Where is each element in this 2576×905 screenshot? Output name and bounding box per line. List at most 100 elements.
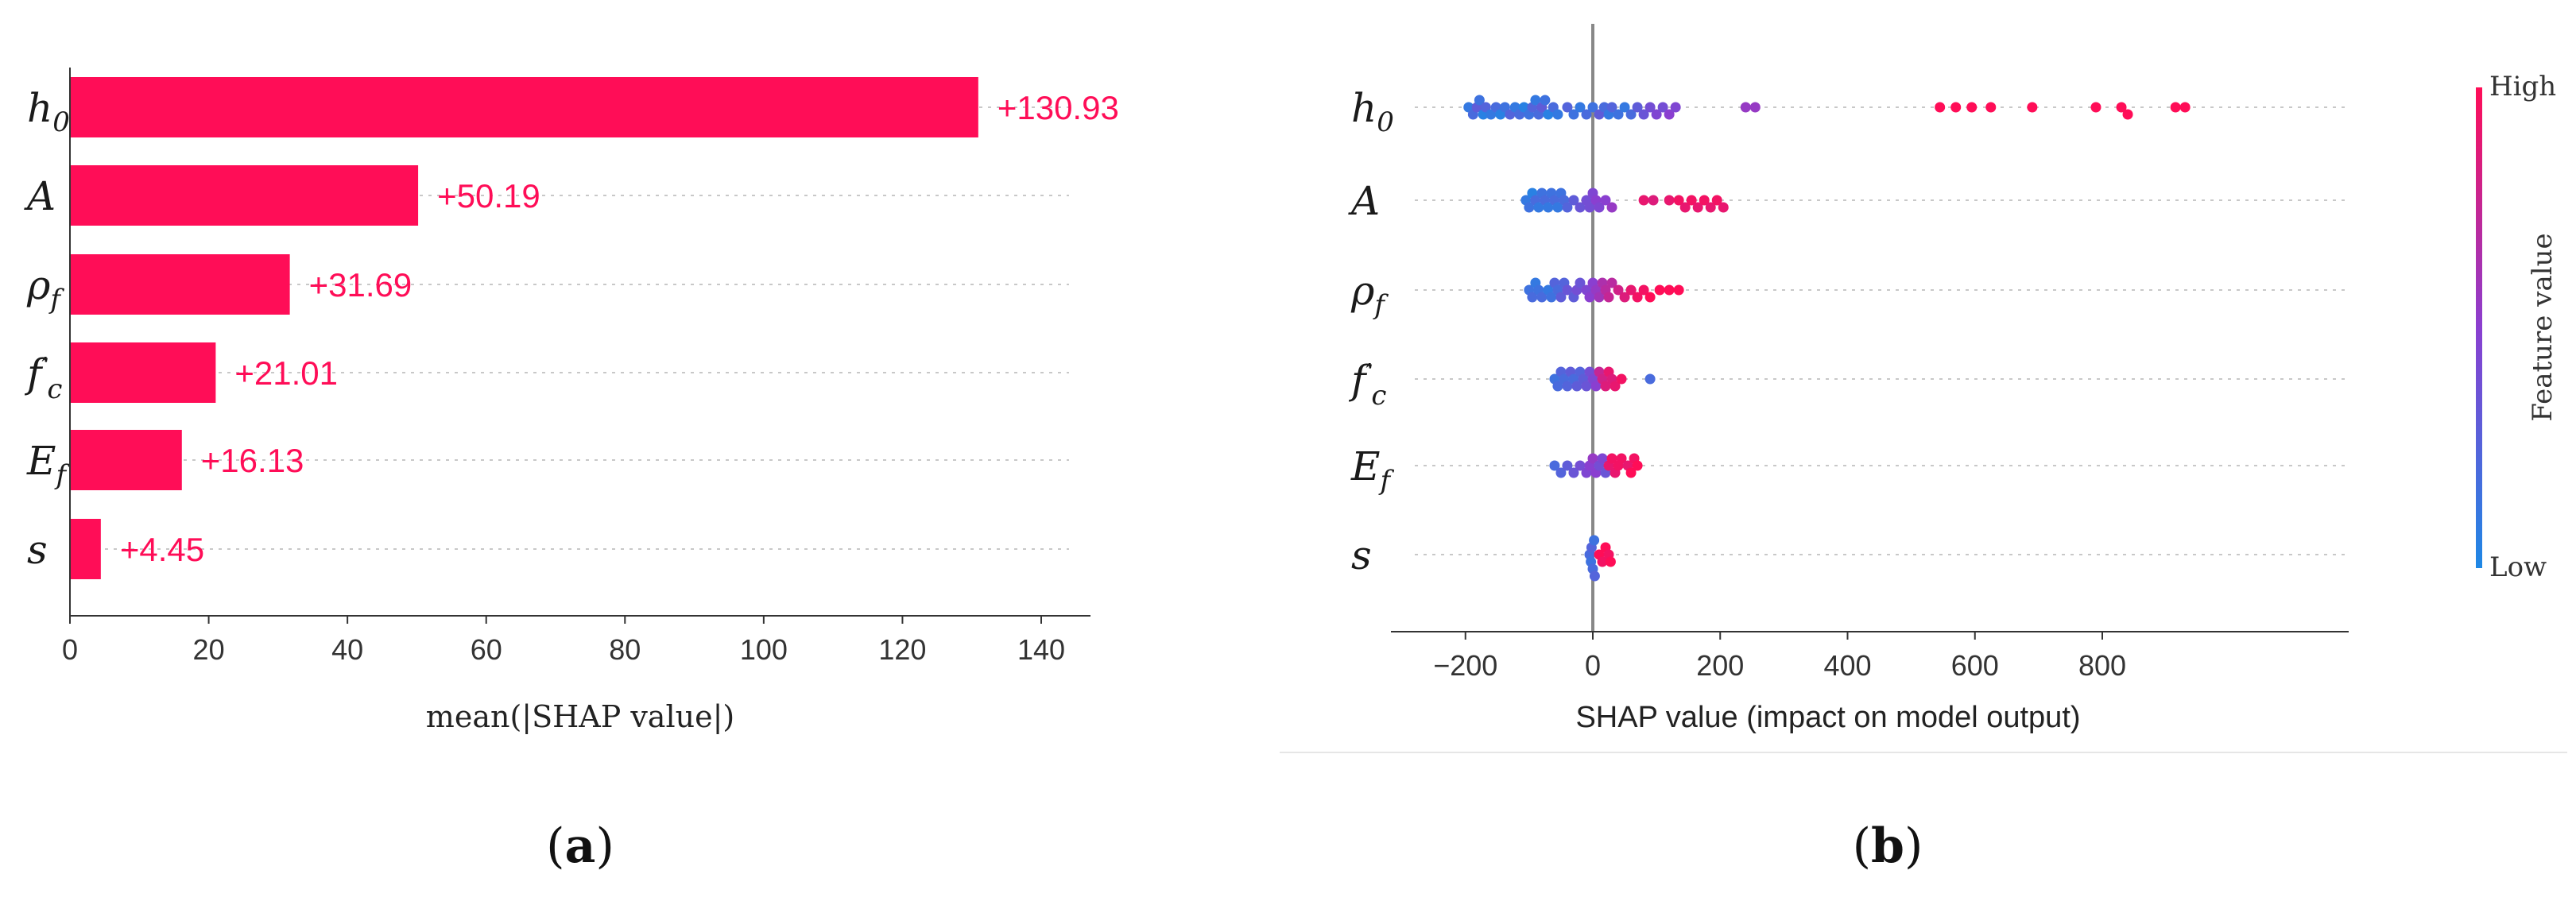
bar-x-tick-label: 0: [62, 633, 78, 666]
bar-feature-label: A: [24, 173, 56, 219]
beeswarm-point: [1552, 202, 1563, 213]
beeswarm-point: [1555, 467, 1567, 478]
beeswarm-point: [1657, 102, 1668, 113]
beeswarm-point: [1679, 202, 1691, 213]
beeswarm-point: [1555, 292, 1567, 303]
panel-label-a: (a): [546, 818, 614, 874]
beeswarm-point: [2122, 109, 2133, 120]
beeswarm-point: [1597, 453, 1608, 464]
beeswarm-point: [1619, 292, 1630, 303]
beeswarm-point: [1575, 102, 1586, 113]
beeswarm-point: [1562, 381, 1573, 392]
bar-feature-label: ρf: [26, 262, 64, 315]
beeswarm-point: [2090, 102, 2101, 113]
colorbar: High Low Feature value: [2476, 71, 2559, 583]
beeswarm-point: [1597, 556, 1608, 567]
beeswarm-point: [1673, 195, 1684, 206]
beeswarm-point: [1600, 195, 1611, 206]
beeswarm-x-tick-label: 200: [1696, 649, 1744, 682]
beeswarm-feature-labels: h0 Aρf f′c Ef s: [1348, 85, 1395, 578]
beeswarm-points: [1463, 95, 2191, 582]
bar-feature-label: f′c: [24, 350, 62, 405]
beeswarm-point: [1606, 102, 1617, 113]
beeswarm-point: [1587, 453, 1598, 464]
beeswarm-point: [1606, 202, 1617, 213]
beeswarm-point: [1584, 202, 1595, 213]
beeswarm-x-ticks: −200 0 200 400 600 800: [1433, 632, 2126, 682]
beeswarm-point: [1625, 284, 1637, 296]
beeswarm-point: [1638, 195, 1649, 206]
beeswarm-point: [1543, 202, 1554, 213]
beeswarm-point: [1562, 284, 1573, 296]
beeswarm-point: [1589, 535, 1600, 546]
beeswarm-point: [1664, 109, 1675, 120]
beeswarm-x-axis-title: SHAP value (impact on model output): [1575, 701, 2080, 734]
beeswarm-point: [1533, 202, 1544, 213]
bar-3: [70, 342, 216, 403]
panel-letter-a: a: [565, 818, 596, 874]
bar-x-ticks: 0 20 40 60 80 100 120 140: [62, 616, 1065, 666]
beeswarm-point: [1644, 292, 1656, 303]
bar-x-tick-label: 100: [740, 633, 788, 666]
beeswarm-x-tick-label: 800: [2078, 649, 2126, 682]
beeswarm-point: [1606, 453, 1617, 464]
beeswarm-point: [1474, 95, 1485, 106]
bar-5: [70, 519, 101, 579]
beeswarm-point: [2179, 102, 2191, 113]
bar-2: [70, 254, 290, 315]
beeswarm-point: [1600, 381, 1611, 392]
beeswarm-panel: h0 Aρf f′c Ef s −200 0 200 400 600 800 SHAP value…: [1280, 24, 2567, 753]
colorbar-title: Feature value: [2527, 233, 2559, 421]
bar-x-axis-title: mean(|SHAP value|): [426, 699, 734, 734]
beeswarm-point: [1966, 102, 1978, 113]
colorbar-low-label: Low: [2489, 551, 2547, 583]
beeswarm-point: [1613, 284, 1624, 296]
beeswarm-point: [1935, 102, 1946, 113]
beeswarm-point: [1603, 292, 1614, 303]
beeswarm-point: [1549, 460, 1560, 471]
bar-feature-label: s: [27, 527, 48, 573]
beeswarm-point: [1552, 109, 1563, 120]
beeswarm-point: [1486, 109, 1497, 120]
beeswarm-point: [1518, 102, 1529, 113]
bar-value-label: +31.69: [309, 266, 413, 304]
beeswarm-x-tick-label: 0: [1585, 649, 1601, 682]
beeswarm-x-tick-label: 400: [1823, 649, 1871, 682]
beeswarm-point: [1605, 556, 1616, 567]
beeswarm-point: [1718, 202, 1729, 213]
beeswarm-point: [2116, 102, 2127, 113]
beeswarm-point: [1686, 195, 1697, 206]
beeswarm-point: [1651, 109, 1662, 120]
bar-chart-panel: +130.93 +50.19 +31.69 +21.01 +16.13 +4.45 h0 A…: [24, 68, 1119, 734]
beeswarm-point: [1673, 284, 1684, 296]
beeswarm-point: [1527, 292, 1538, 303]
beeswarm-point: [1664, 284, 1675, 296]
beeswarm-point: [1568, 195, 1579, 206]
beeswarm-point: [1546, 292, 1557, 303]
beeswarm-point: [1499, 102, 1510, 113]
beeswarm-point: [1581, 109, 1592, 120]
panel-label-b: (b): [1853, 818, 1923, 874]
beeswarm-point: [1644, 373, 1656, 385]
beeswarm-feature-label: Ef: [1350, 443, 1395, 497]
beeswarm-point: [1670, 102, 1681, 113]
beeswarm-point: [1699, 195, 1710, 206]
beeswarm-point: [1740, 102, 1751, 113]
beeswarm-point: [1610, 381, 1621, 392]
colorbar-gradient: [2476, 87, 2482, 568]
bar-x-tick-label: 80: [609, 633, 641, 666]
bar-feature-label: h0: [27, 85, 70, 138]
beeswarm-point: [1594, 292, 1605, 303]
beeswarm-point: [1536, 292, 1548, 303]
beeswarm-point: [1632, 292, 1643, 303]
beeswarm-point: [1632, 460, 1643, 471]
beeswarm-point: [1692, 202, 1703, 213]
beeswarm-point: [1587, 102, 1598, 113]
beeswarm-point: [1616, 373, 1627, 385]
beeswarm-point: [1480, 102, 1491, 113]
beeswarm-gridlines: [1415, 106, 2349, 555]
beeswarm-point: [1589, 570, 1600, 582]
beeswarm-point: [2027, 102, 2038, 113]
beeswarm-point: [1575, 277, 1586, 288]
